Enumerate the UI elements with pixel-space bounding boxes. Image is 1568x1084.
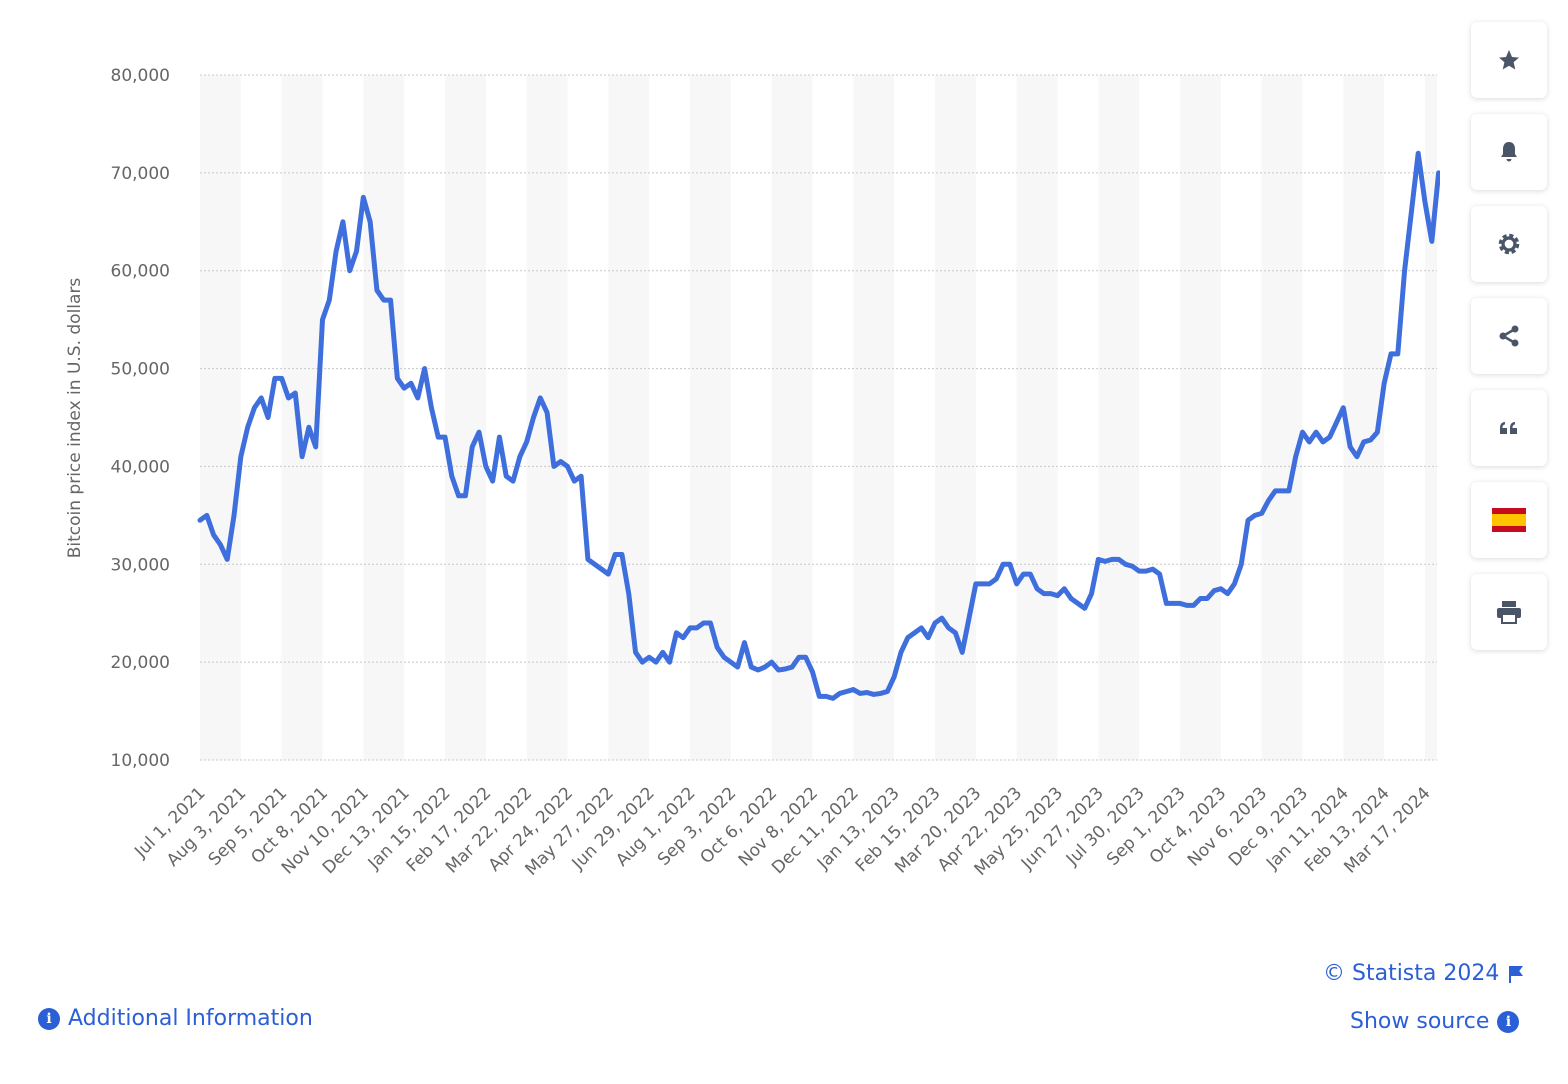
y-tick-label: 10,000 (111, 751, 170, 771)
copyright-text: © Statista 2024 (1323, 961, 1500, 986)
background-band (1261, 75, 1303, 760)
chart: Bitcoin price index in U.S. dollars 10,0… (65, 66, 1440, 880)
background-band (690, 75, 731, 760)
print-button[interactable] (1471, 574, 1547, 650)
additional-information-text: Additional Information (68, 1006, 313, 1031)
background-band (608, 75, 650, 760)
y-axis-title: Bitcoin price index in U.S. dollars (65, 278, 85, 559)
price-line (197, 150, 1440, 701)
background-band (853, 75, 895, 760)
y-tick-label: 20,000 (111, 653, 170, 673)
additional-information[interactable]: i Additional Information (38, 1006, 313, 1031)
background-band (363, 75, 405, 760)
y-tick-label: 70,000 (111, 164, 170, 184)
background-band (1098, 75, 1140, 760)
background-band (1180, 75, 1221, 760)
y-tick-label: 40,000 (111, 457, 170, 477)
y-tick-label: 60,000 (111, 262, 170, 282)
share-button[interactable] (1471, 298, 1547, 374)
background-band (445, 75, 486, 760)
language-button[interactable] (1471, 482, 1547, 558)
show-source[interactable]: Show source i (1350, 1009, 1520, 1034)
show-source-text: Show source (1350, 1009, 1490, 1034)
background-band (771, 75, 813, 760)
settings-button[interactable] (1471, 206, 1547, 282)
y-tick-label: 80,000 (111, 66, 170, 86)
copyright[interactable]: © Statista 2024 (1323, 961, 1525, 986)
y-tick-label: 30,000 (111, 555, 170, 575)
background-band (1016, 75, 1058, 760)
background-band (200, 75, 241, 760)
notification-button[interactable] (1471, 114, 1547, 190)
background-band (1425, 75, 1437, 760)
background-band (935, 75, 976, 760)
y-tick-label: 50,000 (111, 360, 170, 380)
cite-button[interactable] (1471, 390, 1547, 466)
favorite-button[interactable] (1471, 22, 1547, 98)
